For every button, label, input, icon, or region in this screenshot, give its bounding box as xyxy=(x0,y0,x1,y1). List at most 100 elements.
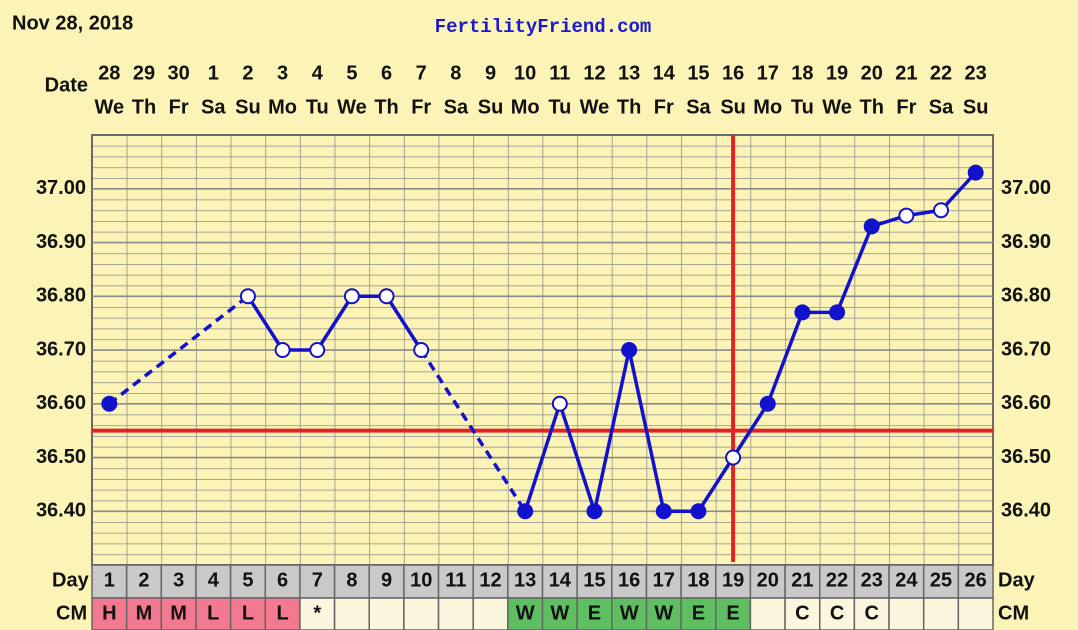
date-label: 12 xyxy=(583,62,605,84)
weekday-label: Mo xyxy=(511,96,540,118)
day-cell xyxy=(645,564,682,599)
cm-cell xyxy=(160,597,197,630)
y-tick-label: 36.60 xyxy=(36,392,86,414)
chart-title: Nov 28, 2018 xyxy=(12,12,133,34)
cm-cell xyxy=(195,597,232,630)
temp-point xyxy=(621,342,638,358)
day-number: 13 xyxy=(514,569,536,591)
cm-cell xyxy=(437,597,474,630)
cm-cell xyxy=(853,597,890,630)
cm-cell xyxy=(472,597,509,630)
cm-value: W xyxy=(516,602,535,624)
weekday-label: Sa xyxy=(686,96,711,118)
weekday-label: Mo xyxy=(753,96,782,118)
cm-cell xyxy=(888,597,925,630)
line-segment xyxy=(939,171,977,212)
weekday-label: Tu xyxy=(306,96,329,118)
cm-cell xyxy=(403,597,440,630)
temp-point xyxy=(239,288,256,305)
y-tick-label: 36.90 xyxy=(36,231,86,253)
day-number: 17 xyxy=(653,569,675,591)
day-label-right: Day xyxy=(998,569,1036,591)
day-number: 20 xyxy=(757,569,779,591)
cm-value: W xyxy=(550,602,569,624)
day-number: 1 xyxy=(104,569,115,591)
cm-value: M xyxy=(136,602,153,624)
cm-value: * xyxy=(313,602,321,624)
date-label: 29 xyxy=(133,62,155,84)
weekday-label: Th xyxy=(859,96,883,118)
date-label: 18 xyxy=(791,62,813,84)
day-cell xyxy=(195,564,232,599)
cm-value: L xyxy=(207,602,219,624)
day-number: 3 xyxy=(173,569,184,591)
temp-point xyxy=(690,503,707,520)
temp-point xyxy=(933,202,950,219)
weekday-label: Th xyxy=(132,96,156,118)
date-label: 2 xyxy=(242,62,253,84)
date-label: 5 xyxy=(346,62,357,84)
y2-tick-label: 36.70 xyxy=(1001,338,1051,360)
cm-label: CM xyxy=(56,602,87,624)
date-label: 20 xyxy=(861,62,883,84)
weekday-label: We xyxy=(337,96,367,118)
temp-point xyxy=(309,342,326,358)
date-label: 19 xyxy=(826,62,848,84)
temp-point xyxy=(759,395,776,412)
line-segment xyxy=(627,349,666,512)
dashed-segment xyxy=(419,349,527,513)
day-number: 11 xyxy=(445,569,466,591)
cm-cell xyxy=(368,597,405,630)
day-number: 12 xyxy=(479,569,501,591)
cm-cell xyxy=(333,597,370,630)
temp-point xyxy=(829,304,846,321)
day-cell xyxy=(957,564,994,599)
date-label: 13 xyxy=(618,62,640,84)
line-segment xyxy=(246,295,285,351)
day-number: 19 xyxy=(722,569,744,591)
weekday-label: Fr xyxy=(169,96,189,118)
site-name: FertilityFriend.com xyxy=(435,16,652,38)
line-segment xyxy=(385,295,423,351)
y2-tick-label: 36.50 xyxy=(1001,446,1051,468)
date-label: 3 xyxy=(277,62,288,84)
date-label: 9 xyxy=(485,62,496,84)
weekday-label: Th xyxy=(617,96,641,118)
day-cell xyxy=(368,564,405,599)
line-segment xyxy=(592,349,631,512)
weekday-label: Tu xyxy=(791,96,814,118)
weekday-label: We xyxy=(95,96,125,118)
y-tick-label: 36.50 xyxy=(36,446,86,468)
cm-value: L xyxy=(242,602,254,624)
temp-point xyxy=(898,207,915,224)
day-cell xyxy=(229,564,267,599)
y-tick-label: 37.00 xyxy=(36,177,86,199)
day-cell xyxy=(715,564,752,599)
y-tick-label: 36.70 xyxy=(36,338,86,360)
weekday-label: Mo xyxy=(268,96,297,118)
cm-cell xyxy=(922,597,960,630)
day-number: 14 xyxy=(549,569,572,591)
cm-cell xyxy=(818,597,856,630)
weekday-label: Su xyxy=(478,96,504,118)
day-number: 22 xyxy=(826,569,848,591)
temp-point xyxy=(586,503,603,520)
cm-cell xyxy=(611,597,648,630)
day-number: 24 xyxy=(895,569,918,591)
y2-tick-label: 36.60 xyxy=(1001,392,1051,414)
temp-point xyxy=(378,288,395,305)
date-label: 23 xyxy=(965,62,987,84)
cm-cell xyxy=(715,597,752,630)
day-number: 21 xyxy=(791,569,813,591)
date-label: 14 xyxy=(653,62,676,84)
date-label: 22 xyxy=(930,62,952,84)
weekday-label: Sa xyxy=(201,96,226,118)
cm-value: C xyxy=(830,602,844,624)
cm-value: W xyxy=(654,602,673,624)
cm-value: C xyxy=(864,602,878,624)
day-cell xyxy=(403,564,440,599)
line-segment xyxy=(523,403,562,512)
line-segment xyxy=(835,225,874,314)
day-number: 26 xyxy=(965,569,987,591)
day-label: Day xyxy=(52,569,90,591)
